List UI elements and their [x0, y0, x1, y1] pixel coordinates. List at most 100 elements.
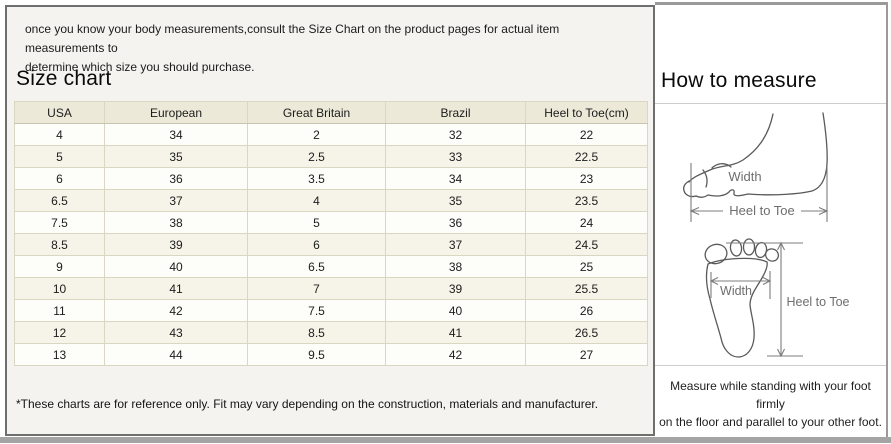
- table-row: 6.5 37 4 35 23.5: [14, 189, 648, 212]
- table-cell: 35: [385, 189, 526, 212]
- big-toe: [704, 243, 728, 265]
- foot-top-outline: [688, 113, 774, 183]
- arrowhead-left-icon: [689, 206, 700, 216]
- table-cell: 26.5: [525, 321, 648, 344]
- width-ticks: [710, 271, 771, 299]
- table-cell: 36: [385, 211, 526, 234]
- divider: [655, 365, 886, 366]
- table-row: 11 42 7.5 40 26: [14, 299, 648, 322]
- table-cell: 26: [525, 299, 648, 322]
- column-header: Brazil: [385, 101, 526, 124]
- table-cell: 11: [14, 299, 105, 322]
- table-cell: 5: [14, 145, 105, 168]
- table-cell: 39: [385, 277, 526, 300]
- table-cell: 8.5: [14, 233, 105, 256]
- how-to-measure-panel: How to measure Width Heel to Toe: [655, 2, 888, 437]
- table-cell: 6.5: [247, 255, 386, 278]
- width-label: Width: [728, 169, 761, 184]
- table-cell: 4: [247, 189, 386, 212]
- table-cell: 25.5: [525, 277, 648, 300]
- table-cell: 38: [104, 211, 248, 234]
- table-cell: 9: [14, 255, 105, 278]
- big-toe-line: [702, 169, 708, 188]
- table-cell: 32: [385, 123, 526, 146]
- table-row: 6 36 3.5 34 23: [14, 167, 648, 190]
- table-cell: 7.5: [247, 299, 386, 322]
- table-row: 10 41 7 39 25.5: [14, 277, 648, 300]
- table-cell: 42: [104, 299, 248, 322]
- toe-2: [729, 239, 743, 257]
- width-label: Width: [720, 284, 752, 298]
- table-cell: 43: [104, 321, 248, 344]
- table-cell: 33: [385, 145, 526, 168]
- table-cell: 6: [14, 167, 105, 190]
- arrowhead-down-icon: [777, 348, 785, 358]
- table-cell: 35: [104, 145, 248, 168]
- size-chart-title: Size chart: [16, 67, 112, 90]
- table-cell: 2: [247, 123, 386, 146]
- instruction-line-2: on the floor and parallel to your other …: [659, 415, 882, 429]
- table-row: 7.5 38 5 36 24: [14, 211, 648, 234]
- toe-curl-1: [683, 180, 690, 194]
- intro-text: once you know your body measurements,con…: [25, 20, 637, 78]
- table-cell: 37: [104, 189, 248, 212]
- column-header: Great Britain: [247, 101, 386, 124]
- table-cell: 24: [525, 211, 648, 234]
- heel-to-toe-label: Heel to Toe: [786, 295, 849, 309]
- table-cell: 34: [104, 123, 248, 146]
- table-cell: 9.5: [247, 343, 386, 366]
- table-cell: 38: [385, 255, 526, 278]
- bottom-bar: [0, 437, 891, 443]
- intro-line-1: once you know your body measurements,con…: [25, 22, 560, 56]
- heel-to-toe-label: Heel to Toe: [729, 203, 795, 218]
- table-cell: 8.5: [247, 321, 386, 344]
- foot-sole-heel-outline: [707, 112, 828, 197]
- table-row: 9 40 6.5 38 25: [14, 255, 648, 278]
- arrowhead-up-icon: [777, 241, 785, 251]
- reference-footnote: *These charts are for reference only. Fi…: [16, 397, 599, 411]
- arrowhead-right-icon: [762, 277, 772, 285]
- table-cell: 5: [247, 211, 386, 234]
- table-row: 13 44 9.5 42 27: [14, 343, 648, 366]
- size-table-body: 4 34 2 32 22 5 35 2.5 33 22.5 6 36 3.5 34 23 6.5 37 4 35 23…: [14, 123, 648, 366]
- table-cell: 6.5: [14, 189, 105, 212]
- measure-instruction: Measure while standing with your foot fi…: [655, 366, 886, 431]
- intro-line-2: determine which size you should purchase…: [25, 60, 255, 75]
- toe-curl-3: [695, 194, 709, 198]
- table-cell: 22.5: [525, 145, 648, 168]
- table-cell: 36: [104, 167, 248, 190]
- table-cell: 39: [104, 233, 248, 256]
- table-row: 5 35 2.5 33 22.5: [14, 145, 648, 168]
- table-row: 8.5 39 6 37 24.5: [14, 233, 648, 256]
- table-cell: 37: [385, 233, 526, 256]
- table-cell: 25: [525, 255, 648, 278]
- table-cell: 6: [247, 233, 386, 256]
- table-cell: 3.5: [247, 167, 386, 190]
- table-cell: 13: [14, 343, 105, 366]
- table-cell: 2.5: [247, 145, 386, 168]
- table-cell: 4: [14, 123, 105, 146]
- table-cell: 34: [385, 167, 526, 190]
- table-cell: 24.5: [525, 233, 648, 256]
- foot-side-view-diagram: Width Heel to Toe: [683, 112, 829, 222]
- column-header: European: [104, 101, 248, 124]
- table-cell: 41: [104, 277, 248, 300]
- table-cell: 7: [247, 277, 386, 300]
- table-cell: 7.5: [14, 211, 105, 234]
- table-cell: 12: [14, 321, 105, 344]
- table-cell: 10: [14, 277, 105, 300]
- table-cell: 22: [525, 123, 648, 146]
- foot-sole-diagram: Width Heel to Toe: [704, 238, 850, 358]
- table-cell: 40: [385, 299, 526, 322]
- table-cell: 23: [525, 167, 648, 190]
- arrowhead-right-icon: [818, 206, 829, 216]
- divider: [655, 103, 886, 104]
- size-table-head-row: USA European Great Britain Brazil Heel to To…: [14, 101, 648, 124]
- column-header: Heel to Toe(cm): [525, 101, 648, 124]
- toe-curl-2: [684, 192, 697, 198]
- footprint-outline: [705, 257, 768, 358]
- size-table: USA European Great Britain Brazil Heel to To…: [14, 101, 648, 366]
- table-cell: 27: [525, 343, 648, 366]
- table-cell: 40: [104, 255, 248, 278]
